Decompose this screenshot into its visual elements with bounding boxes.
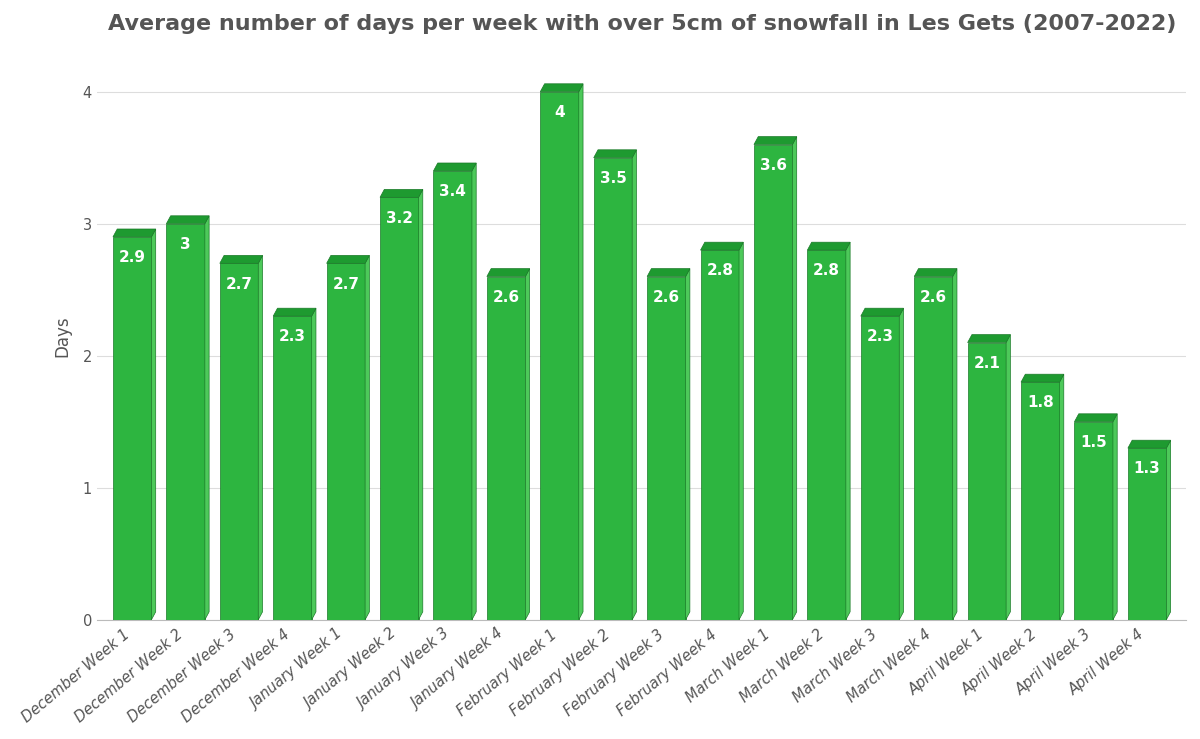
Polygon shape: [380, 197, 419, 620]
Polygon shape: [365, 256, 370, 620]
Polygon shape: [860, 316, 899, 620]
Polygon shape: [472, 163, 476, 620]
Polygon shape: [578, 84, 583, 620]
Polygon shape: [846, 242, 850, 620]
Polygon shape: [754, 145, 792, 620]
Text: 4: 4: [554, 105, 565, 120]
Polygon shape: [594, 150, 636, 157]
Polygon shape: [647, 276, 685, 620]
Polygon shape: [792, 137, 797, 620]
Text: 3.6: 3.6: [760, 157, 787, 173]
Polygon shape: [967, 342, 1006, 620]
Text: 2.3: 2.3: [866, 330, 894, 344]
Polygon shape: [540, 92, 578, 620]
Polygon shape: [380, 189, 422, 197]
Text: 3: 3: [180, 237, 191, 252]
Polygon shape: [113, 229, 156, 237]
Polygon shape: [220, 263, 258, 620]
Polygon shape: [326, 263, 365, 620]
Polygon shape: [739, 242, 743, 620]
Polygon shape: [860, 308, 904, 316]
Polygon shape: [632, 150, 636, 620]
Polygon shape: [312, 308, 316, 620]
Polygon shape: [1166, 440, 1171, 620]
Polygon shape: [647, 268, 690, 276]
Polygon shape: [1006, 335, 1010, 620]
Text: 2.3: 2.3: [278, 330, 306, 344]
Text: 1.5: 1.5: [1080, 435, 1108, 450]
Polygon shape: [1021, 374, 1063, 382]
Text: 2.1: 2.1: [973, 355, 1001, 371]
Polygon shape: [151, 229, 156, 620]
Text: 2.9: 2.9: [119, 250, 145, 265]
Polygon shape: [701, 250, 739, 620]
Polygon shape: [899, 308, 904, 620]
Y-axis label: Days: Days: [54, 315, 72, 357]
Polygon shape: [1021, 382, 1060, 620]
Polygon shape: [167, 224, 205, 620]
Text: 2.8: 2.8: [814, 263, 840, 279]
Polygon shape: [914, 268, 956, 276]
Polygon shape: [1074, 414, 1117, 422]
Title: Average number of days per week with over 5cm of snowfall in Les Gets (2007-2022: Average number of days per week with ove…: [108, 14, 1176, 34]
Polygon shape: [808, 242, 850, 250]
Polygon shape: [526, 268, 529, 620]
Text: 3.5: 3.5: [600, 171, 626, 186]
Polygon shape: [701, 242, 743, 250]
Polygon shape: [685, 268, 690, 620]
Polygon shape: [594, 157, 632, 620]
Text: 2.7: 2.7: [332, 276, 359, 291]
Polygon shape: [167, 216, 209, 224]
Polygon shape: [433, 163, 476, 171]
Polygon shape: [487, 276, 526, 620]
Text: 1.3: 1.3: [1134, 461, 1160, 477]
Text: 1.8: 1.8: [1027, 395, 1054, 410]
Polygon shape: [258, 256, 263, 620]
Polygon shape: [754, 137, 797, 145]
Polygon shape: [433, 171, 472, 620]
Polygon shape: [1112, 414, 1117, 620]
Polygon shape: [205, 216, 209, 620]
Polygon shape: [220, 256, 263, 263]
Text: 2.7: 2.7: [226, 276, 252, 291]
Polygon shape: [113, 237, 151, 620]
Polygon shape: [967, 335, 1010, 342]
Polygon shape: [1060, 374, 1063, 620]
Polygon shape: [326, 256, 370, 263]
Polygon shape: [487, 268, 529, 276]
Polygon shape: [808, 250, 846, 620]
Polygon shape: [1128, 448, 1166, 620]
Text: 3.4: 3.4: [439, 184, 466, 199]
Text: 2.6: 2.6: [653, 290, 680, 304]
Polygon shape: [540, 84, 583, 92]
Polygon shape: [1128, 440, 1171, 448]
Polygon shape: [274, 316, 312, 620]
Text: 2.6: 2.6: [920, 290, 947, 304]
Polygon shape: [419, 189, 422, 620]
Polygon shape: [1074, 422, 1112, 620]
Text: 3.2: 3.2: [385, 211, 413, 225]
Text: 2.6: 2.6: [492, 290, 520, 304]
Polygon shape: [914, 276, 953, 620]
Text: 2.8: 2.8: [707, 263, 733, 279]
Polygon shape: [274, 308, 316, 316]
Polygon shape: [953, 268, 956, 620]
